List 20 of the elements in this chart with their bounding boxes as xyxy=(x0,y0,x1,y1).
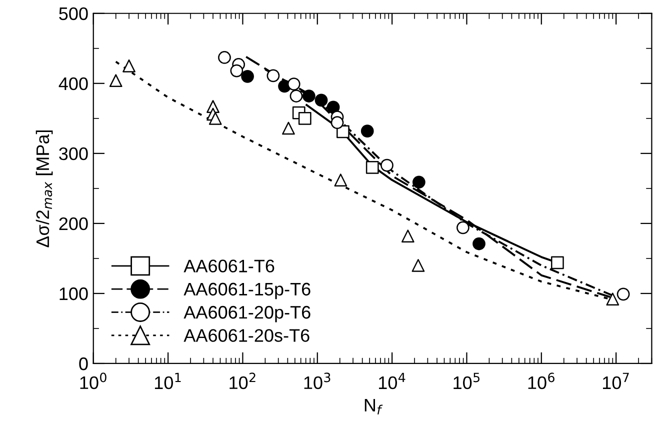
x-tick-label: 10$^{6}$ xyxy=(528,372,554,390)
x-tick-label: 10$^{4}$ xyxy=(378,372,406,390)
legend-label: AA6061-20p-T6 xyxy=(184,306,310,322)
y-tick-label: 200 xyxy=(59,217,88,230)
x-tick-label: 10$^{7}$ xyxy=(603,372,629,390)
legend-label: AA6061-T6 xyxy=(184,260,274,272)
y-tick-label: 100 xyxy=(60,287,88,300)
legend-label: AA6061-20s-T6 xyxy=(184,329,310,342)
y-tick-label: 400 xyxy=(58,77,88,90)
x-tick-label: 10$^{0}$ xyxy=(80,372,106,390)
y-tick-label: 300 xyxy=(59,147,88,160)
x-tick-label: 10$^{5}$ xyxy=(454,372,480,390)
y-axis-title: Δσ/2$_{max}$ [MPa] xyxy=(36,130,53,248)
x-tick-label: 10$^{2}$ xyxy=(230,372,256,390)
y-tick-label: 500 xyxy=(59,7,88,20)
legend-label: AA6061-15p-T6 xyxy=(184,282,310,300)
x-tick-label: 10$^{1}$ xyxy=(154,372,181,390)
x-axis-title: N$_{f}$ xyxy=(364,399,383,414)
x-tick-label: 10$^{3}$ xyxy=(304,372,330,390)
y-tick-label: 0 xyxy=(79,357,88,370)
